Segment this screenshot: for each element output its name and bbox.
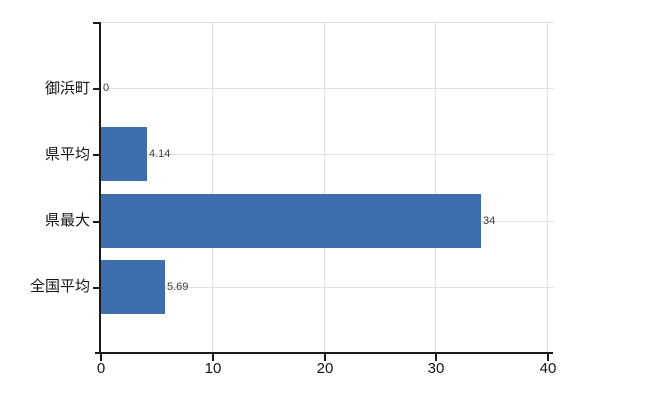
gridline-vertical xyxy=(435,23,436,352)
category-label: 御浜町 xyxy=(44,80,90,97)
gridline-horizontal xyxy=(101,88,554,89)
x-axis-tick xyxy=(212,353,214,361)
x-tick-label: 20 xyxy=(316,360,334,377)
x-tick-label: 10 xyxy=(204,360,222,377)
bar xyxy=(101,260,165,314)
category-label: 県平均 xyxy=(44,146,90,163)
x-axis-tick xyxy=(324,353,326,361)
bar-value-label: 4.14 xyxy=(149,148,171,160)
gridline-horizontal xyxy=(101,154,554,155)
bar-value-label: 0 xyxy=(103,82,110,94)
category-label: 県最大 xyxy=(44,212,90,229)
x-axis-tick xyxy=(547,353,549,361)
bar xyxy=(101,194,481,248)
gridline-vertical xyxy=(324,23,325,352)
y-axis-tick xyxy=(93,221,100,223)
y-axis-top-tick xyxy=(93,22,100,24)
bar xyxy=(101,127,147,181)
gridline-vertical xyxy=(212,23,213,352)
y-axis-line xyxy=(99,22,101,353)
gridline-top xyxy=(100,22,554,23)
gridline-horizontal xyxy=(101,287,554,288)
y-axis-tick xyxy=(93,154,100,156)
category-label: 全国平均 xyxy=(29,278,90,295)
bar-value-label: 34 xyxy=(483,215,496,227)
y-axis-tick xyxy=(93,88,100,90)
bar-value-label: 5.69 xyxy=(167,281,189,293)
x-tick-label: 0 xyxy=(96,360,106,377)
x-axis-tick xyxy=(435,353,437,361)
x-axis-tick xyxy=(100,353,102,361)
x-axis-line xyxy=(95,352,553,354)
y-axis-tick xyxy=(93,287,100,289)
x-tick-label: 40 xyxy=(539,360,557,377)
x-tick-label: 30 xyxy=(427,360,445,377)
gridline-vertical xyxy=(547,23,548,352)
